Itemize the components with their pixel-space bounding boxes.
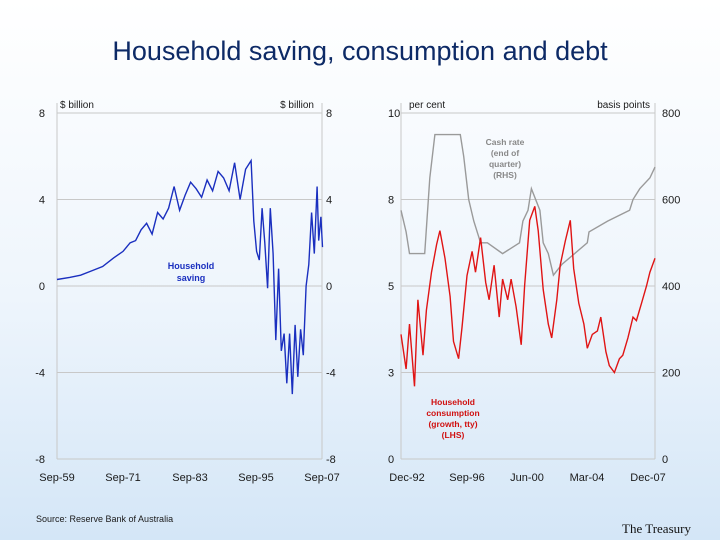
cash-rate-annotation-line: (RHS)	[493, 170, 517, 180]
y-tick-label: 4	[39, 195, 45, 207]
consumption-annotation-line: (growth, tty)	[428, 419, 477, 429]
cash-rate-annotation-line: quarter)	[489, 159, 521, 169]
x-tick-label: Sep-07	[304, 472, 339, 484]
y-tick-label-right: 200	[662, 368, 680, 380]
saving-annotation-line-1: Household	[168, 261, 215, 271]
right-chart-left-unit: per cent	[409, 100, 445, 111]
y-tick-label-right: 4	[326, 195, 332, 207]
x-tick-label: Sep-59	[39, 472, 74, 484]
slide-title: Household saving, consumption and debt	[112, 36, 608, 66]
y-tick-label: 10	[388, 108, 400, 120]
consumption-series-line	[400, 206, 656, 387]
y-tick-label-right: 600	[662, 195, 680, 207]
cash-rate-annotation-line: Cash rate	[486, 137, 525, 147]
x-tick-label: Dec-92	[389, 472, 424, 484]
consumption-annotation-line: Household	[431, 397, 475, 407]
cash-rate-annotation-line: (end of	[491, 148, 519, 158]
x-tick-label: Dec-07	[630, 472, 665, 484]
consumption-annotation-line: consumption	[426, 408, 479, 418]
y-tick-label-right: 0	[662, 454, 668, 466]
x-tick-label: Sep-95	[238, 472, 273, 484]
right-chart-right-unit: basis points	[597, 100, 650, 111]
x-tick-label: Mar-04	[570, 472, 605, 484]
left-axis-unit: $ billion	[60, 100, 94, 111]
y-tick-label-right: 400	[662, 281, 680, 293]
x-tick-label: Jun-00	[510, 472, 544, 484]
y-tick-label: 5	[388, 281, 394, 293]
right-axis-unit: $ billion	[280, 100, 314, 111]
saving-annotation-line-2: saving	[177, 273, 206, 283]
y-tick-label-right: 8	[326, 108, 332, 120]
y-tick-label-right: 0	[326, 281, 332, 293]
organisation-name: The Treasury	[622, 521, 691, 536]
y-tick-label: -4	[35, 368, 45, 380]
left-chart: 8 4 0 -4 -8 8 4 0 -4 -8 Sep-59 Sep-71 Sep-83 Sep-95…	[35, 100, 340, 484]
y-tick-label: 8	[39, 108, 45, 120]
right-chart: 10 8 5 3 0 800 600 400 200 0 Dec-92 Sep-96 Jun-00 M…	[388, 100, 680, 484]
x-tick-label: Sep-71	[105, 472, 140, 484]
y-tick-label: 8	[388, 195, 394, 207]
y-tick-label-right: -8	[326, 454, 336, 466]
cash-rate-series-line	[400, 133, 656, 277]
y-tick-label-right: 800	[662, 108, 680, 120]
x-tick-label: Sep-96	[449, 472, 484, 484]
source-note: Source: Reserve Bank of Australia	[36, 514, 174, 524]
x-tick-label: Sep-83	[172, 472, 207, 484]
y-tick-label: 0	[39, 281, 45, 293]
y-tick-label: -8	[35, 454, 45, 466]
y-tick-label: 0	[388, 454, 394, 466]
consumption-annotation-line: (LHS)	[442, 430, 465, 440]
y-tick-label-right: -4	[326, 368, 336, 380]
y-tick-label: 3	[388, 368, 394, 380]
saving-series-line	[56, 158, 324, 395]
